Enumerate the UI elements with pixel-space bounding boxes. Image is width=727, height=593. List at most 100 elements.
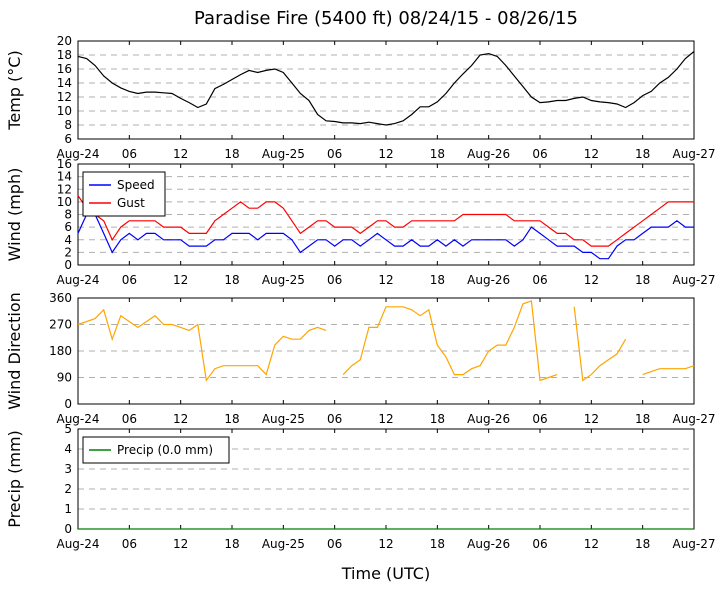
y-tick-label: 4: [64, 442, 72, 456]
y-tick-label: 2: [64, 245, 72, 259]
y-tick-label: 16: [57, 62, 72, 76]
y-tick-label: 90: [57, 371, 72, 385]
x-tick-label: 18: [224, 412, 239, 426]
y-axis-label-temp: Temp (°C): [5, 50, 24, 130]
y-tick-label: 8: [64, 208, 72, 222]
x-tick-label: 18: [635, 273, 650, 287]
x-tick-label: Aug-26: [467, 537, 510, 551]
x-tick-label: 18: [224, 273, 239, 287]
x-tick-label: Aug-26: [467, 412, 510, 426]
x-tick-label: 18: [430, 412, 445, 426]
x-tick-label: 06: [532, 273, 547, 287]
y-tick-label: 14: [57, 170, 72, 184]
x-tick-label: 06: [532, 537, 547, 551]
y-tick-label: 12: [57, 90, 72, 104]
x-tick-label: Aug-25: [262, 273, 305, 287]
y-tick-label: 6: [64, 132, 72, 146]
x-axis-label: Time (UTC): [341, 564, 430, 583]
x-tick-label: Aug-27: [672, 537, 715, 551]
x-tick-label: 06: [122, 537, 137, 551]
x-tick-label: Aug-24: [56, 273, 99, 287]
x-tick-label: 06: [532, 412, 547, 426]
y-tick-label: 180: [49, 344, 72, 358]
x-tick-label: Aug-25: [262, 412, 305, 426]
y-tick-label: 4: [64, 233, 72, 247]
x-tick-label: 18: [224, 147, 239, 161]
panel-direction: 0 90 180 270 360 Aug-24 06 12 18 Aug-25 06 12 18 Aug-…: [5, 291, 716, 426]
y-tick-label: 18: [57, 48, 72, 62]
y-tick-label: 3: [64, 462, 72, 476]
x-tick-label: Aug-27: [672, 412, 715, 426]
series-line-direction: [77, 300, 695, 382]
y-axis-label-wind: Wind (mph): [5, 168, 24, 262]
series-line-gust: [77, 195, 694, 247]
x-tick-label: Aug-26: [467, 273, 510, 287]
x-tick-label: 12: [584, 537, 599, 551]
x-tick-label: Aug-27: [672, 273, 715, 287]
x-tick-label: 06: [327, 147, 342, 161]
x-tick-label: 06: [122, 412, 137, 426]
y-tick-label: 20: [57, 34, 72, 48]
y-tick-label: 2: [64, 482, 72, 496]
x-tick-label: 06: [122, 273, 137, 287]
y-tick-label: 12: [57, 182, 72, 196]
y-tick-label: 16: [57, 157, 72, 171]
x-tick-label: 12: [173, 412, 188, 426]
y-tick-label: 10: [57, 195, 72, 209]
y-tick-label: 0: [64, 522, 72, 536]
x-tick-label: Aug-24: [56, 147, 99, 161]
y-tick-label: 5: [64, 422, 72, 436]
legend-box: [82, 171, 166, 217]
x-tick-label: 12: [173, 147, 188, 161]
y-tick-label: 360: [49, 291, 72, 305]
series-line-speed: [77, 213, 694, 260]
x-tick-label: 12: [378, 147, 393, 161]
x-tick-label: Aug-25: [262, 147, 305, 161]
y-tick-label: 14: [57, 76, 72, 90]
y-tick-label: 0: [64, 258, 72, 272]
legend-entry: Precip (0.0 mm): [117, 443, 213, 457]
x-tick-label: 18: [430, 273, 445, 287]
x-tick-label: 12: [584, 412, 599, 426]
axes-frame: [77, 40, 695, 140]
x-tick-label: 06: [532, 147, 547, 161]
x-tick-label: 12: [173, 537, 188, 551]
x-tick-label: Aug-26: [467, 147, 510, 161]
legend-entry: Speed: [117, 178, 155, 192]
x-tick-label: 06: [327, 537, 342, 551]
x-tick-label: 12: [378, 537, 393, 551]
y-tick-label: 6: [64, 220, 72, 234]
x-tick-label: 12: [378, 273, 393, 287]
y-tick-label: 1: [64, 502, 72, 516]
x-tick-label: 12: [584, 147, 599, 161]
x-tick-label: Aug-24: [56, 537, 99, 551]
x-tick-label: 18: [635, 147, 650, 161]
y-tick-label: 270: [49, 318, 72, 332]
chart-title: Paradise Fire (5400 ft) 08/24/15 - 08/26…: [194, 8, 578, 29]
y-tick-label: 0: [64, 397, 72, 411]
x-tick-label: 18: [430, 147, 445, 161]
y-tick-label: 10: [57, 104, 72, 118]
x-tick-label: 18: [224, 537, 239, 551]
x-tick-label: 12: [584, 273, 599, 287]
x-tick-label: Aug-24: [56, 412, 99, 426]
y-axis-label-precip: Precip (mm): [5, 430, 24, 528]
x-tick-label: 18: [430, 537, 445, 551]
x-tick-label: 12: [173, 273, 188, 287]
x-tick-label: 18: [635, 537, 650, 551]
x-tick-label: 12: [378, 412, 393, 426]
x-tick-label: Aug-25: [262, 537, 305, 551]
y-axis-label-direction: Wind Direction: [5, 292, 24, 410]
series-line-temp: [77, 51, 695, 126]
x-tick-label: 18: [635, 412, 650, 426]
x-tick-label: 06: [327, 273, 342, 287]
legend-entry: Gust: [117, 196, 145, 210]
x-tick-label: Aug-27: [672, 147, 715, 161]
x-tick-label: 06: [122, 147, 137, 161]
x-tick-label: 06: [327, 412, 342, 426]
